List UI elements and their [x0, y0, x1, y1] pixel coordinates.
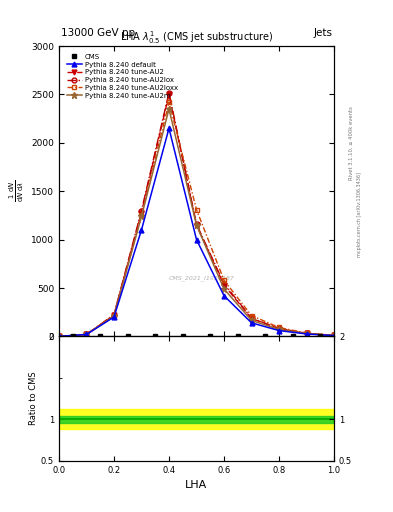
Pythia 8.240 tune-AU2loxx	[139, 212, 144, 219]
Pythia 8.240 default	[112, 314, 116, 320]
Pythia 8.240 default	[249, 320, 254, 326]
CMS	[70, 333, 75, 339]
Pythia 8.240 default	[194, 237, 199, 243]
Pythia 8.240 tune-AU2	[277, 326, 281, 332]
CMS	[235, 333, 240, 339]
Pythia 8.240 tune-AU2lox	[249, 315, 254, 321]
CMS	[263, 333, 268, 339]
Pythia 8.240 tune-AU2	[139, 209, 144, 216]
Pythia 8.240 default	[167, 125, 171, 132]
Line: Pythia 8.240 tune-AU2loxx: Pythia 8.240 tune-AU2loxx	[57, 100, 336, 339]
Pythia 8.240 tune-AU2loxx	[222, 277, 226, 283]
Pythia 8.240 tune-AU2m	[139, 214, 144, 220]
Line: Pythia 8.240 tune-AU2m: Pythia 8.240 tune-AU2m	[56, 106, 337, 339]
Pythia 8.240 tune-AU2loxx	[167, 99, 171, 105]
Pythia 8.240 tune-AU2m	[57, 333, 61, 339]
Text: mcplots.cern.ch [arXiv:1306.3436]: mcplots.cern.ch [arXiv:1306.3436]	[357, 173, 362, 258]
Pythia 8.240 tune-AU2m	[222, 286, 226, 292]
Pythia 8.240 tune-AU2m	[249, 317, 254, 324]
Pythia 8.240 default	[57, 333, 61, 339]
Pythia 8.240 tune-AU2	[222, 282, 226, 288]
Pythia 8.240 tune-AU2loxx	[57, 333, 61, 339]
Pythia 8.240 tune-AU2loxx	[84, 331, 89, 337]
Pythia 8.240 tune-AU2m	[167, 106, 171, 112]
Pythia 8.240 tune-AU2loxx	[249, 312, 254, 318]
CMS	[208, 333, 213, 339]
Pythia 8.240 tune-AU2m	[304, 331, 309, 337]
Legend: CMS, Pythia 8.240 default, Pythia 8.240 tune-AU2, Pythia 8.240 tune-AU2lox, Pyth: CMS, Pythia 8.240 default, Pythia 8.240 …	[65, 52, 179, 100]
Pythia 8.240 tune-AU2lox	[277, 326, 281, 332]
Pythia 8.240 tune-AU2	[167, 91, 171, 97]
Title: LHA $\lambda^{1}_{0.5}$ (CMS jet substructure): LHA $\lambda^{1}_{0.5}$ (CMS jet substru…	[120, 29, 273, 46]
CMS	[153, 333, 158, 339]
Pythia 8.240 tune-AU2lox	[332, 332, 336, 338]
Pythia 8.240 tune-AU2lox	[304, 330, 309, 336]
Pythia 8.240 tune-AU2	[57, 333, 61, 339]
Bar	[59, 416, 334, 422]
CMS	[290, 333, 295, 339]
Pythia 8.240 tune-AU2lox	[222, 281, 226, 287]
Text: Jets: Jets	[313, 28, 332, 38]
Pythia 8.240 tune-AU2loxx	[112, 312, 116, 318]
Pythia 8.240 tune-AU2m	[277, 326, 281, 332]
Bar	[59, 410, 334, 429]
Line: Pythia 8.240 tune-AU2: Pythia 8.240 tune-AU2	[57, 92, 336, 339]
Pythia 8.240 tune-AU2lox	[167, 90, 171, 96]
Text: Rivet 3.1.10, ≥ 400k events: Rivet 3.1.10, ≥ 400k events	[349, 106, 354, 180]
Pythia 8.240 tune-AU2	[249, 315, 254, 322]
Pythia 8.240 tune-AU2loxx	[304, 330, 309, 336]
Pythia 8.240 default	[84, 331, 89, 337]
Pythia 8.240 default	[304, 331, 309, 337]
X-axis label: LHA: LHA	[185, 480, 208, 490]
Pythia 8.240 tune-AU2loxx	[277, 325, 281, 331]
Pythia 8.240 tune-AU2lox	[194, 221, 199, 227]
Pythia 8.240 default	[139, 227, 144, 233]
Pythia 8.240 tune-AU2lox	[84, 331, 89, 337]
Pythia 8.240 tune-AU2	[304, 330, 309, 336]
CMS	[125, 333, 130, 339]
Pythia 8.240 default	[277, 328, 281, 334]
Text: 13000 GeV pp: 13000 GeV pp	[61, 28, 135, 38]
Line: Pythia 8.240 tune-AU2lox: Pythia 8.240 tune-AU2lox	[57, 90, 336, 339]
Line: CMS: CMS	[70, 334, 323, 339]
Text: CMS_2021_I1920187: CMS_2021_I1920187	[169, 275, 235, 281]
Y-axis label: $\frac{1}{\mathrm{d}N}\frac{\mathrm{d}N}{\mathrm{d}\lambda}$: $\frac{1}{\mathrm{d}N}\frac{\mathrm{d}N}…	[7, 180, 26, 202]
Pythia 8.240 tune-AU2loxx	[332, 332, 336, 338]
Pythia 8.240 tune-AU2	[332, 332, 336, 338]
Pythia 8.240 tune-AU2	[84, 331, 89, 337]
Pythia 8.240 tune-AU2lox	[112, 311, 116, 317]
Pythia 8.240 tune-AU2	[194, 222, 199, 228]
Pythia 8.240 tune-AU2loxx	[194, 206, 199, 212]
Pythia 8.240 default	[332, 332, 336, 338]
Pythia 8.240 tune-AU2	[112, 312, 116, 318]
CMS	[98, 333, 103, 339]
Pythia 8.240 tune-AU2m	[112, 313, 116, 319]
Pythia 8.240 tune-AU2m	[84, 331, 89, 337]
CMS	[180, 333, 185, 339]
Pythia 8.240 tune-AU2m	[332, 332, 336, 338]
Pythia 8.240 default	[222, 293, 226, 299]
Pythia 8.240 tune-AU2lox	[57, 333, 61, 339]
Line: Pythia 8.240 default: Pythia 8.240 default	[57, 126, 336, 339]
Y-axis label: Ratio to CMS: Ratio to CMS	[29, 372, 38, 425]
Pythia 8.240 tune-AU2lox	[139, 207, 144, 214]
CMS	[318, 333, 323, 339]
Pythia 8.240 tune-AU2m	[194, 222, 199, 228]
